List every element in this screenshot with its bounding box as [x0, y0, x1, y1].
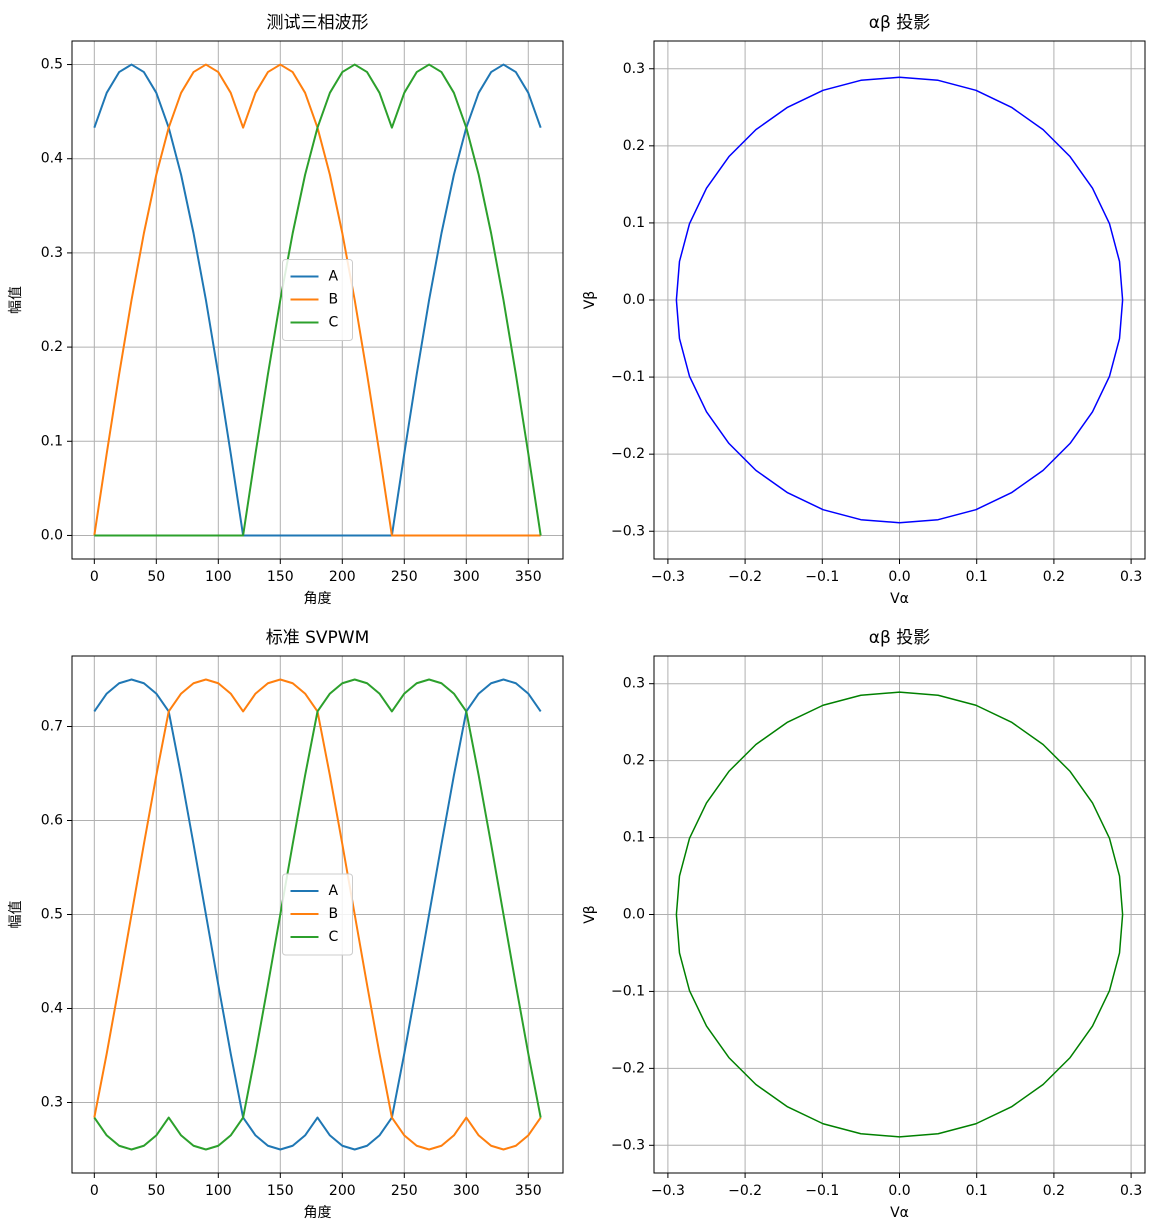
x-tick-label: 50 — [147, 1183, 165, 1199]
y-tick-label: 0.0 — [623, 907, 645, 923]
data-line — [675, 691, 1124, 1138]
subplot: −0.3 −0.2 −0.1 0.0 0.1 0.2 0.3 −0.3 −0.2 −0.1 0.0 0… — [582, 628, 1146, 1221]
x-tick-label: 0.2 — [1043, 1183, 1065, 1199]
x-tick-label: 0.3 — [1120, 569, 1142, 585]
x-tick-label: 0.0 — [888, 569, 910, 585]
x-tick-label: −0.2 — [728, 1183, 762, 1199]
data-line — [93, 678, 542, 1151]
y-axis-label: Vβ — [582, 905, 598, 924]
x-tick-label: 100 — [205, 1183, 232, 1199]
legend-label: B — [329, 906, 339, 922]
x-tick-label: 100 — [205, 569, 232, 585]
legend: ABC — [282, 259, 353, 341]
subplot: 0 50 100 150 200 250 300 350 0.3 0.4 0.5 0.6 0.7 标准 S… — [8, 628, 564, 1221]
x-tick-label: 350 — [515, 1183, 542, 1199]
x-tick-label: 0 — [90, 569, 99, 585]
y-tick-label: 0.4 — [41, 151, 63, 167]
x-tick-label: 300 — [453, 569, 480, 585]
x-tick-label: 0.3 — [1120, 1183, 1142, 1199]
subplot: 0 50 100 150 200 250 300 350 0.0 0.1 0.2 0.3 0.4 0.5 测… — [8, 13, 564, 607]
x-tick-label: 350 — [515, 569, 542, 585]
data-line — [675, 76, 1124, 524]
y-tick-label: −0.2 — [611, 446, 645, 462]
x-tick-label: 300 — [453, 1183, 480, 1199]
legend: ABC — [282, 873, 353, 956]
y-tick-label: 0.5 — [41, 907, 63, 923]
y-tick-label: −0.2 — [611, 1060, 645, 1076]
x-tick-label: 150 — [267, 569, 294, 585]
y-tick-label: 0.5 — [41, 57, 63, 73]
y-tick-label: 0.0 — [623, 292, 645, 308]
y-tick-label: 0.1 — [623, 830, 645, 846]
x-tick-label: 250 — [391, 569, 418, 585]
legend-label: A — [329, 269, 339, 285]
x-tick-label: 0.1 — [966, 1183, 988, 1199]
x-tick-label: −0.3 — [651, 1183, 685, 1199]
axes-frame — [71, 40, 564, 560]
y-axis-label: 幅值 — [8, 901, 24, 929]
y-tick-label: 0.3 — [623, 676, 645, 692]
legend-label: A — [329, 883, 339, 899]
y-tick-label: 0.3 — [623, 61, 645, 77]
subplot: −0.3 −0.2 −0.1 0.0 0.1 0.2 0.3 −0.3 −0.2 −0.1 0.0 0… — [582, 13, 1146, 607]
axes-frame — [653, 40, 1146, 560]
y-tick-label: 0.4 — [41, 1001, 63, 1017]
x-axis-label: Vα — [890, 591, 909, 607]
y-tick-label: 0.2 — [41, 339, 63, 355]
x-tick-label: 0.2 — [1043, 569, 1065, 585]
y-tick-label: 0.7 — [41, 719, 63, 735]
x-tick-label: 200 — [329, 569, 356, 585]
y-tick-label: 0.2 — [623, 138, 645, 154]
subplot-title: 标准 SVPWM — [266, 628, 370, 648]
subplot-title: αβ 投影 — [869, 13, 930, 33]
y-tick-label: 0.0 — [41, 527, 63, 543]
y-axis-label: 幅值 — [8, 286, 24, 314]
y-tick-label: 0.6 — [41, 813, 63, 829]
x-tick-label: 0.0 — [888, 1183, 910, 1199]
y-tick-label: −0.1 — [611, 983, 645, 999]
x-axis-label: Vα — [890, 1205, 909, 1221]
x-tick-label: 150 — [267, 1183, 294, 1199]
legend-label: B — [329, 292, 339, 308]
x-tick-label: 0.1 — [966, 569, 988, 585]
y-tick-label: −0.1 — [611, 369, 645, 385]
y-tick-label: 0.1 — [41, 433, 63, 449]
y-tick-label: 0.3 — [41, 1095, 63, 1111]
subplot-title: αβ 投影 — [869, 628, 930, 648]
x-tick-label: 50 — [147, 569, 165, 585]
x-tick-label: −0.3 — [651, 569, 685, 585]
y-tick-label: 0.2 — [623, 753, 645, 769]
x-axis-label: 角度 — [304, 591, 332, 607]
legend-label: C — [329, 315, 339, 331]
y-tick-label: 0.3 — [41, 245, 63, 261]
subplot-title: 测试三相波形 — [267, 13, 369, 33]
x-tick-label: 250 — [391, 1183, 418, 1199]
y-tick-label: −0.3 — [611, 1137, 645, 1153]
y-tick-label: −0.3 — [611, 523, 645, 539]
axes-frame — [653, 655, 1146, 1174]
axes-frame — [71, 655, 564, 1174]
x-tick-label: −0.1 — [805, 569, 839, 585]
x-tick-label: −0.2 — [728, 569, 762, 585]
x-tick-label: −0.1 — [805, 1183, 839, 1199]
x-tick-label: 0 — [90, 1183, 99, 1199]
data-line — [94, 63, 542, 537]
legend-label: C — [329, 929, 339, 945]
y-tick-label: 0.1 — [623, 215, 645, 231]
y-axis-label: Vβ — [582, 291, 598, 310]
x-tick-label: 200 — [329, 1183, 356, 1199]
x-axis-label: 角度 — [304, 1205, 332, 1221]
